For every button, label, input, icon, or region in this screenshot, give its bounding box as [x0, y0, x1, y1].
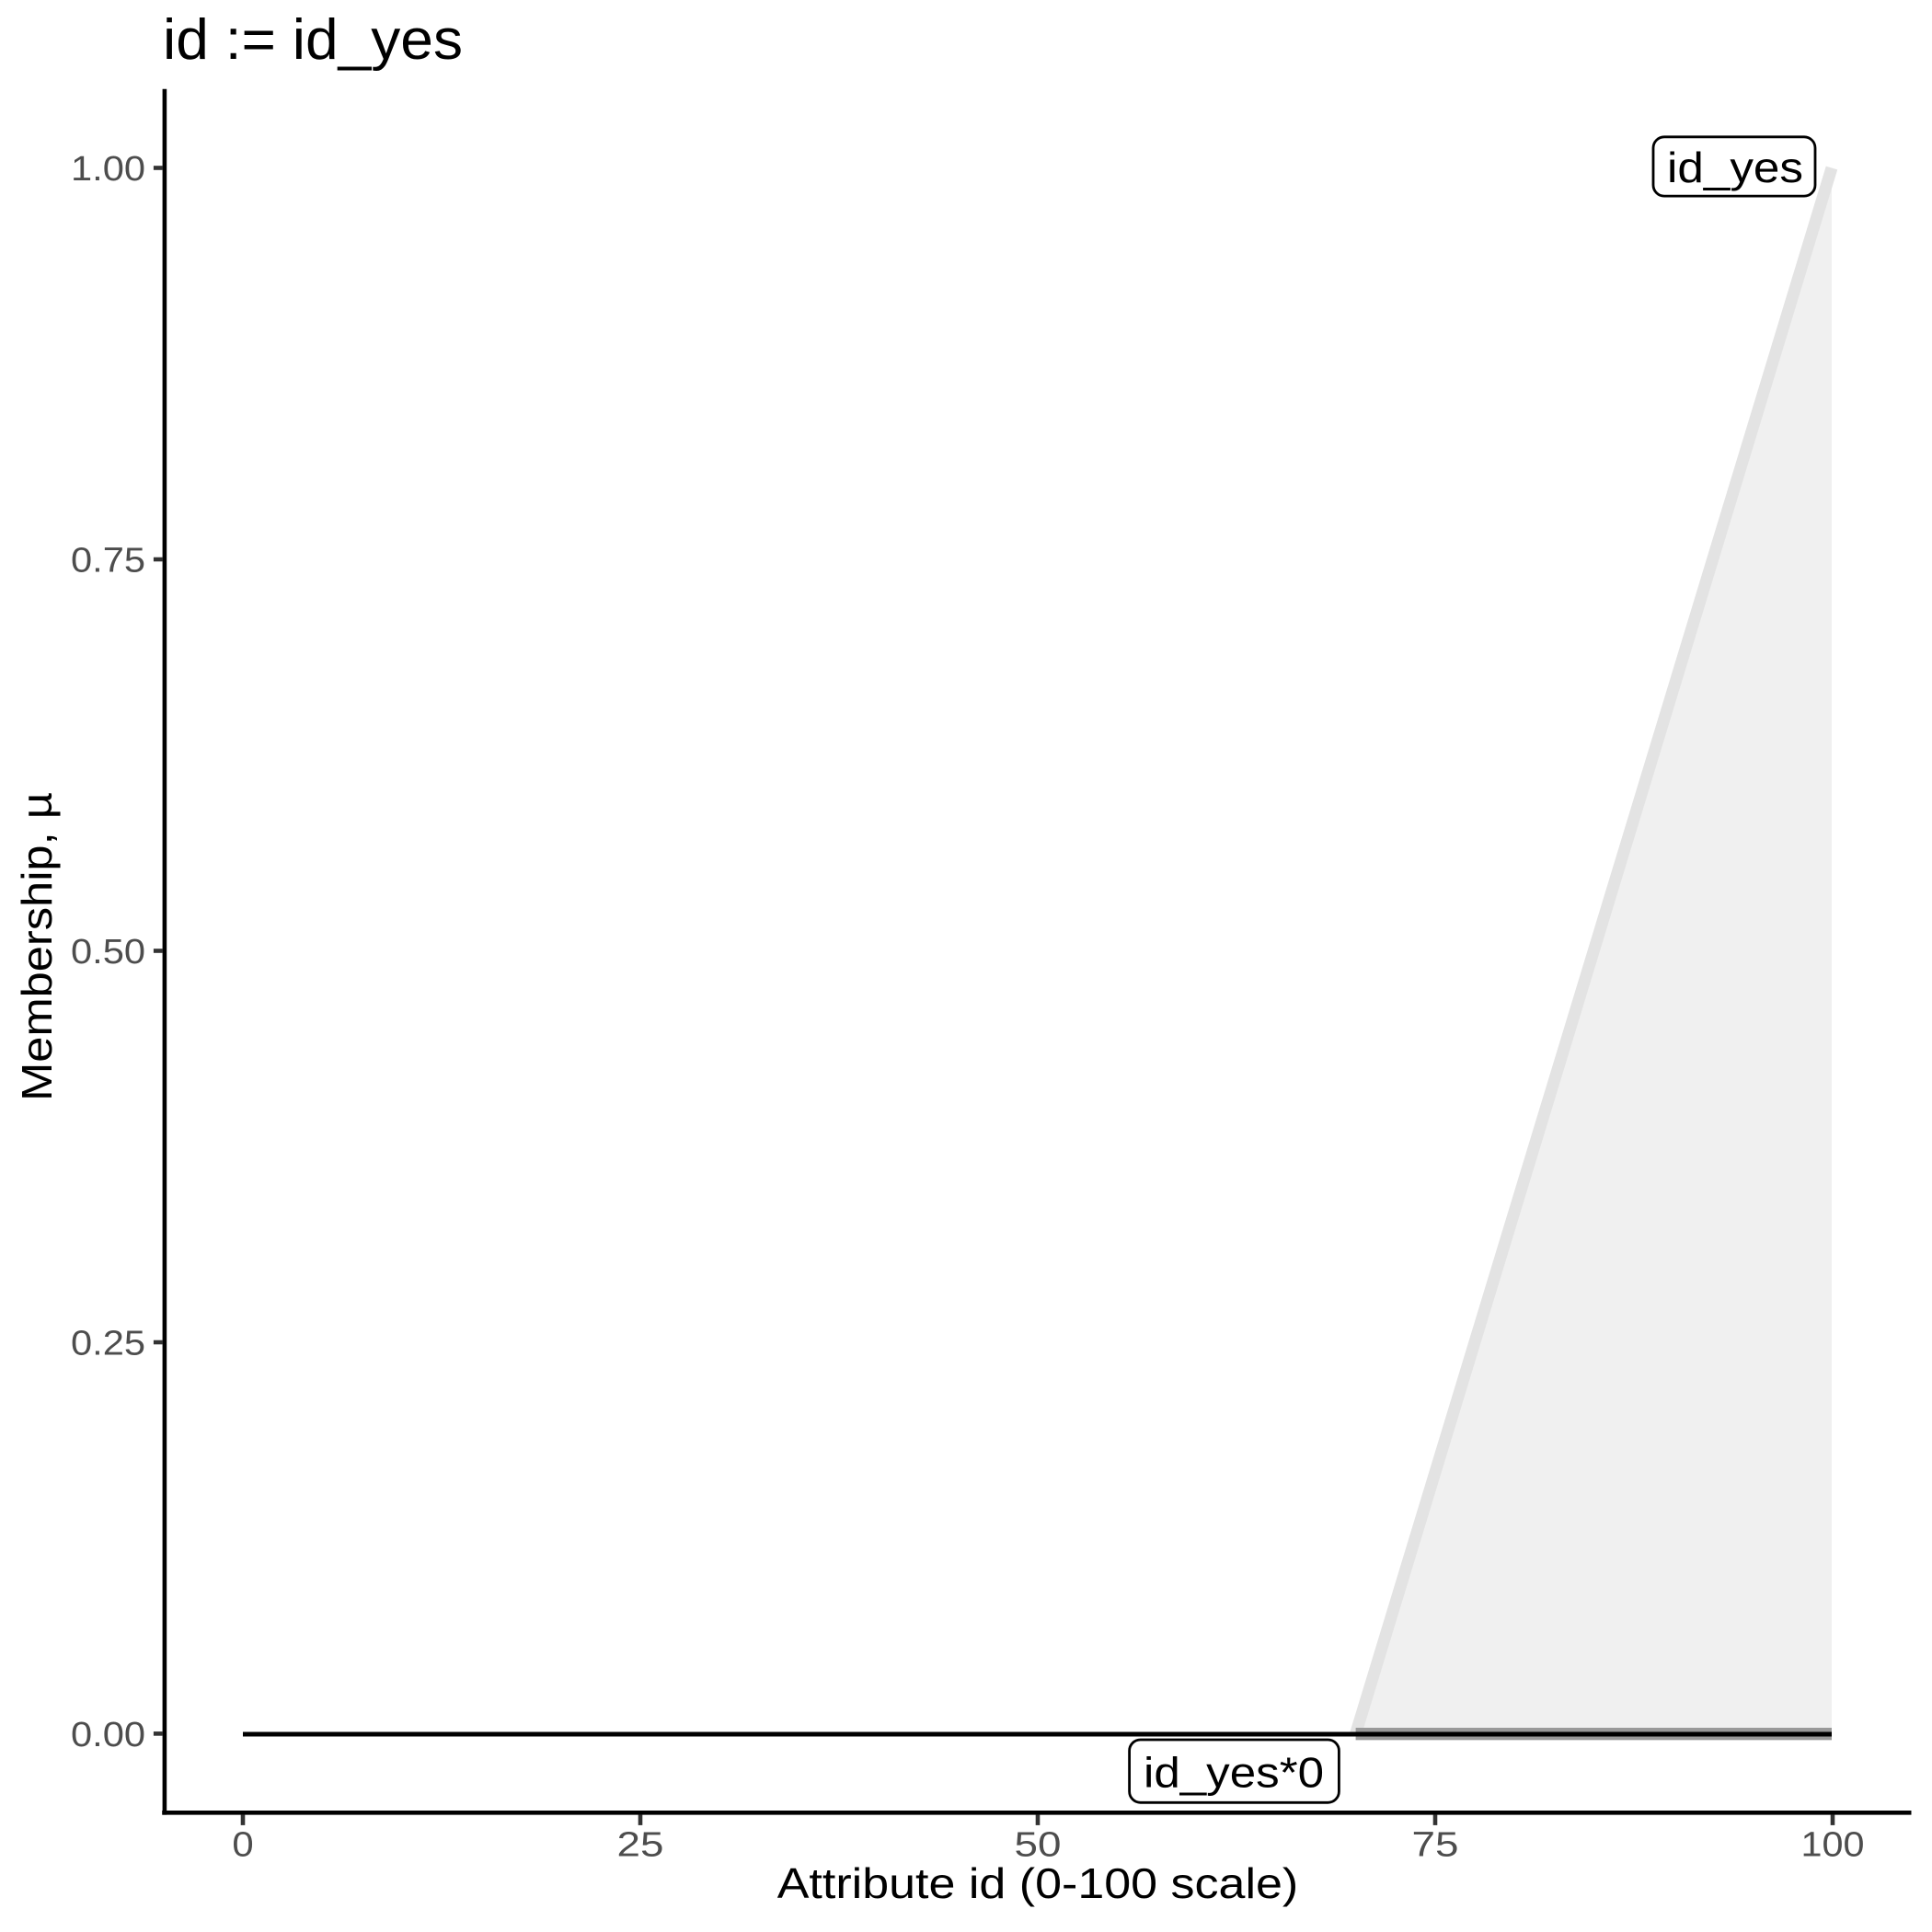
svg-text:75: 75 — [1412, 1826, 1459, 1865]
svg-text:id := id_yes: id := id_yes — [163, 8, 463, 72]
svg-text:id_yes*0: id_yes*0 — [1144, 1749, 1324, 1797]
svg-text:id_yes: id_yes — [1667, 144, 1803, 191]
svg-text:0.75: 0.75 — [71, 542, 145, 581]
svg-text:0.50: 0.50 — [71, 933, 145, 972]
svg-text:50: 50 — [1015, 1826, 1062, 1865]
svg-text:Membership, µ: Membership, µ — [13, 792, 61, 1101]
svg-text:0.25: 0.25 — [71, 1325, 145, 1363]
svg-text:Attribute id (0-100 scale): Attribute id (0-100 scale) — [777, 1859, 1299, 1907]
svg-text:0: 0 — [232, 1826, 253, 1865]
svg-text:0.00: 0.00 — [71, 1716, 145, 1754]
svg-text:25: 25 — [617, 1826, 664, 1865]
svg-text:1.00: 1.00 — [71, 150, 145, 189]
svg-text:100: 100 — [1801, 1826, 1865, 1865]
